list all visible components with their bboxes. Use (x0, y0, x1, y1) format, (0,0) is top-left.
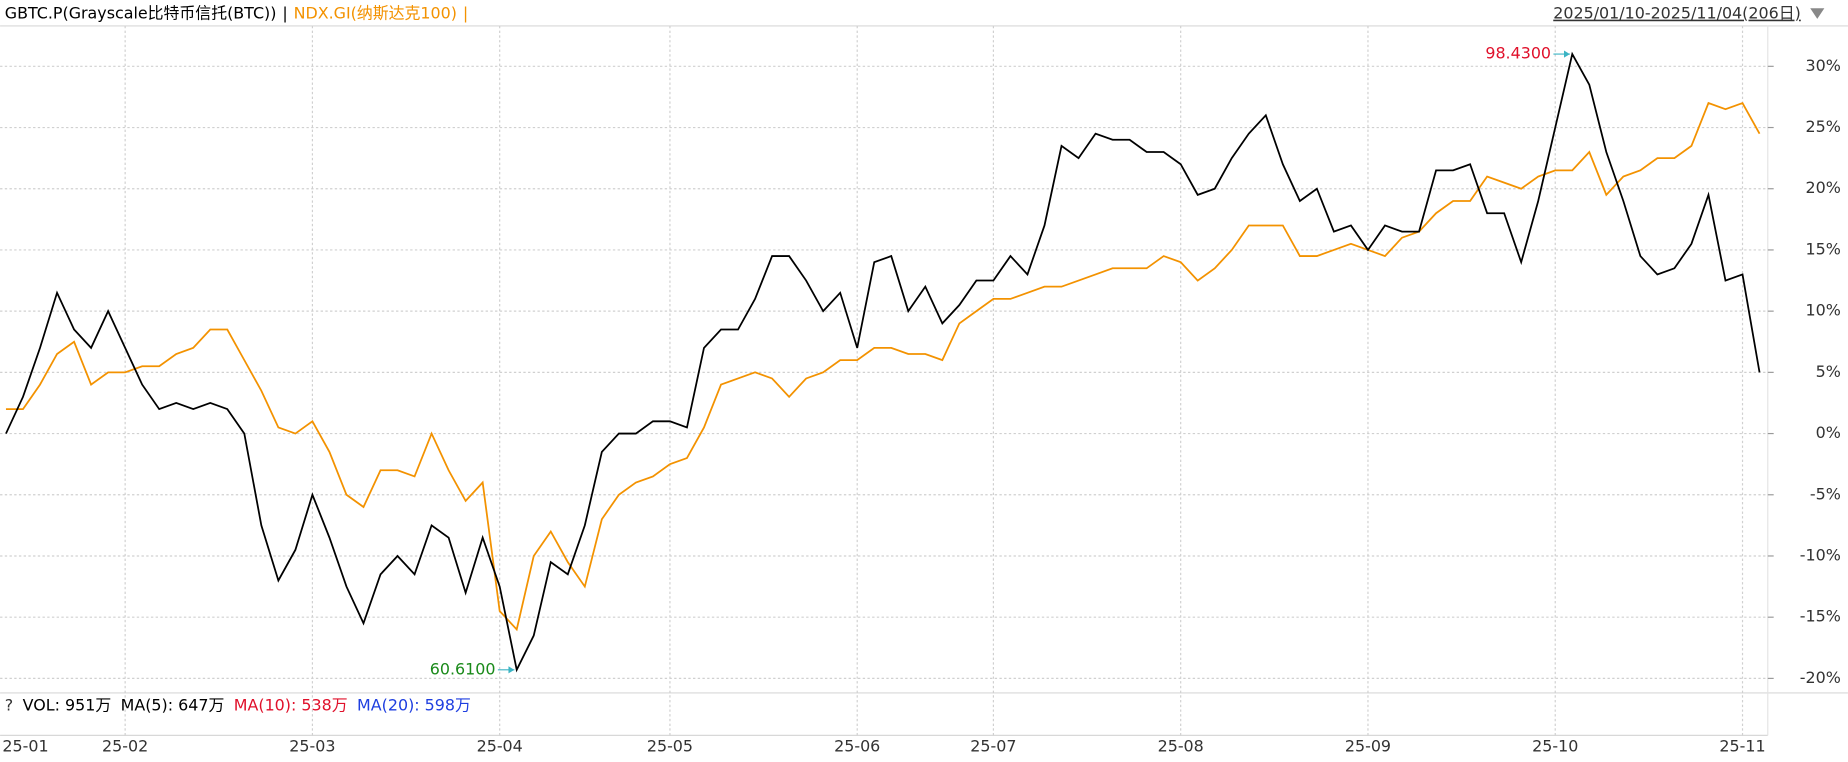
y-tick-label: 0% (1816, 423, 1841, 442)
x-tick-label: 25-03 (289, 737, 335, 756)
y-tick-label: 5% (1816, 362, 1841, 381)
line-series (5, 101, 1761, 632)
y-tick-label: 25% (1806, 117, 1841, 136)
header-separator: | (282, 4, 287, 23)
y-tick-label: -15% (1800, 607, 1841, 626)
x-tick-label: 25-06 (834, 737, 880, 756)
annotation-arrowhead (1564, 50, 1570, 58)
x-tick-label: 25-08 (1158, 737, 1204, 756)
y-tick-label: -5% (1810, 484, 1841, 503)
x-tick-label: 25-04 (477, 737, 523, 756)
date-range[interactable]: 2025/01/10-2025/11/04(206日) (1553, 4, 1801, 23)
legend-series-0[interactable]: GBTC.P(Grayscale比特币信托(BTC)) (5, 4, 277, 23)
x-tick-label: 25-09 (1345, 737, 1391, 756)
min-label: 60.6100 (430, 659, 496, 678)
x-tick-label: 25-11 (1719, 737, 1765, 756)
annotation-arrowhead (508, 666, 515, 674)
y-tick-label: 15% (1806, 239, 1841, 258)
volume-legend-item: MA(10): 538万 (234, 695, 348, 714)
header-separator: | (463, 4, 468, 23)
dropdown-icon[interactable] (1810, 8, 1825, 19)
y-tick-label: -10% (1800, 545, 1841, 564)
volume-legend-item: ? (5, 695, 13, 714)
line-series (5, 51, 1761, 673)
x-tick-label: 25-01 (2, 737, 48, 756)
x-tick-label: 25-07 (970, 737, 1016, 756)
volume-legend-item: MA(5): 647万 (121, 695, 225, 714)
volume-legend-item: MA(20): 598万 (357, 695, 471, 714)
x-tick-label: 25-05 (647, 737, 693, 756)
y-tick-label: 10% (1806, 301, 1841, 320)
y-tick-label: 20% (1806, 178, 1841, 197)
x-tick-label: 25-02 (102, 737, 148, 756)
volume-legend-item: VOL: 951万 (23, 695, 112, 714)
y-tick-label: 30% (1806, 56, 1841, 75)
legend-series-1[interactable]: NDX.GI(纳斯达克100) (294, 4, 457, 23)
max-label: 98.4300 (1485, 44, 1551, 63)
x-tick-label: 25-10 (1532, 737, 1578, 756)
y-tick-label: -20% (1800, 668, 1841, 687)
